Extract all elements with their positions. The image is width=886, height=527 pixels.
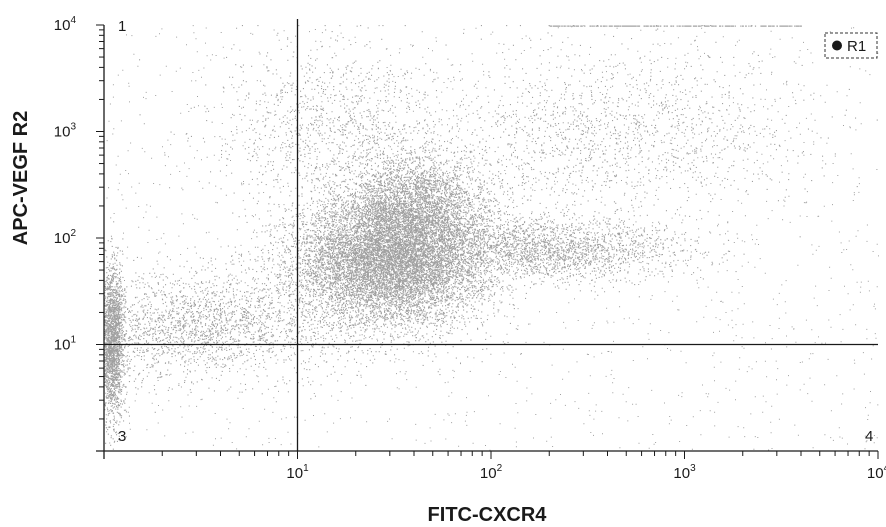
legend-label-r1: R1 <box>847 38 866 55</box>
y-tick-label: 101 <box>54 335 77 354</box>
axes: 101 102 103 104 101 102 103 104 <box>54 15 886 482</box>
x-tick-label: 103 <box>673 463 696 482</box>
y-axis-title: APC-VEGF R2 <box>10 111 32 245</box>
quadrant-label-1: 1 <box>118 18 126 35</box>
quadrant-label-4: 4 <box>865 428 873 445</box>
x-tick-label: 104 <box>867 463 886 482</box>
scatter-points <box>104 25 879 452</box>
y-tick-label: 103 <box>54 122 77 141</box>
y-tick-label: 102 <box>54 228 77 247</box>
quadrant-label-3: 3 <box>118 428 126 445</box>
x-tick-label: 101 <box>286 463 309 482</box>
y-tick-label: 104 <box>54 15 77 34</box>
legend-marker-r1 <box>832 40 842 51</box>
scatter-point-cloud <box>104 25 879 452</box>
labels: FITC-CXCR4 APC-VEGF R2 1 3 4 <box>10 18 873 526</box>
x-tick-label: 102 <box>480 463 503 482</box>
legend: R1 <box>824 32 878 59</box>
x-axis-title: FITC-CXCR4 <box>428 504 548 526</box>
quadrant-gates <box>104 19 878 451</box>
